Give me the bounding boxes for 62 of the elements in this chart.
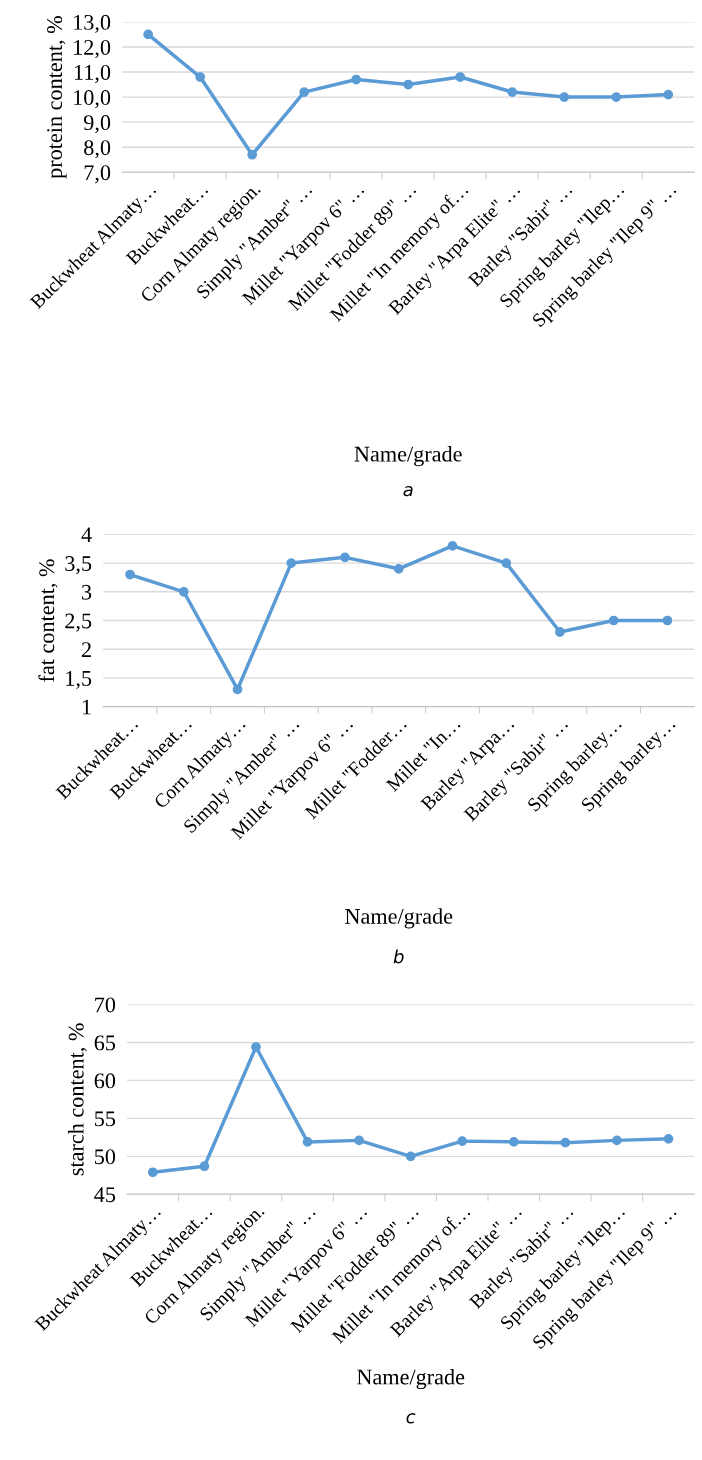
point [555, 627, 565, 637]
point [559, 92, 570, 102]
point [455, 72, 466, 82]
point [393, 563, 404, 574]
point [507, 87, 518, 97]
text: c [406, 1413, 416, 1424]
text: b [393, 949, 404, 964]
x-axis-title: Name/grade [345, 908, 453, 929]
point [457, 1136, 468, 1146]
point [143, 29, 154, 40]
x-axis-title: Name/grade [357, 1368, 465, 1390]
y-tick-label: 3,5 [65, 556, 92, 575]
point [612, 1135, 622, 1146]
y-tick-label: 45 [94, 1187, 116, 1203]
point [354, 1135, 364, 1146]
y-tick-label: 60 [94, 1073, 116, 1089]
y-tick-label: 55 [95, 1111, 116, 1127]
point [608, 615, 619, 626]
y-tick-label: 8,0 [84, 140, 111, 159]
point [663, 89, 674, 100]
y-tick-label: 65 [94, 1035, 116, 1051]
y-tick-label: 11,0 [74, 64, 111, 84]
y-tick-label: 7,0 [84, 165, 111, 184]
y-axis-title: protein content, % [47, 16, 67, 179]
y-tick-label: 1 [82, 699, 91, 715]
point [508, 1137, 519, 1147]
point [560, 1137, 571, 1148]
point [447, 540, 458, 551]
point [662, 615, 673, 626]
point [340, 552, 350, 563]
text: a [403, 485, 413, 497]
point [199, 1161, 210, 1172]
point [232, 684, 243, 695]
point [147, 1167, 158, 1178]
point [299, 87, 310, 97]
y-tick-label: 12,0 [74, 39, 111, 59]
point [247, 149, 258, 160]
point [251, 1042, 261, 1052]
point [302, 1137, 313, 1147]
y-tick-label: 50 [95, 1149, 116, 1165]
point [403, 79, 414, 90]
point [501, 558, 512, 568]
point [195, 72, 206, 82]
point [663, 1133, 674, 1144]
y-tick-label: 2,5 [65, 613, 92, 632]
y-tick-label: 1,5 [66, 670, 92, 690]
x-axis-title: Name/grade [354, 445, 462, 467]
y-tick-label: 4 [81, 527, 92, 543]
y-axis-title: fat content, % [38, 559, 58, 682]
point [178, 586, 189, 597]
y-tick-label: 13,0 [74, 14, 111, 34]
point [405, 1151, 416, 1162]
point [286, 558, 297, 568]
y-tick-label: 70 [95, 997, 116, 1013]
point [351, 74, 362, 85]
point [611, 92, 622, 102]
y-tick-label: 3 [82, 584, 92, 600]
y-tick-label: 9,0 [83, 115, 111, 134]
point [125, 569, 135, 580]
y-tick-label: 10,0 [74, 90, 111, 109]
y-tick-label: 2 [81, 642, 91, 657]
y-axis-title: starch content, % [68, 1023, 87, 1176]
